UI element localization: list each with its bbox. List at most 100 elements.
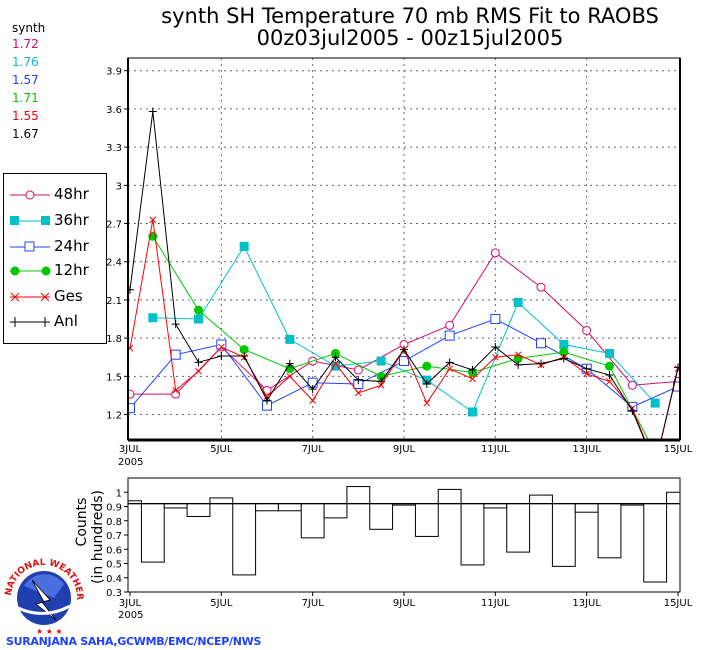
data-point-12hr <box>651 448 660 457</box>
count-bar <box>437 488 462 505</box>
top-series <box>128 107 680 469</box>
data-point-anl <box>217 351 226 360</box>
data-point-ges <box>354 389 362 397</box>
data-point-anl <box>605 371 614 380</box>
y-tick-label: 1.8 <box>106 334 122 345</box>
y-tick-label: 3.9 <box>106 67 122 78</box>
data-point-24hr <box>536 338 546 349</box>
data-point-36hr <box>605 348 614 358</box>
data-point-48hr <box>128 389 135 399</box>
data-point-36hr <box>239 241 249 251</box>
data-point-36hr <box>331 361 340 371</box>
x-tick-label: 3JUL <box>119 598 142 609</box>
data-point-12hr <box>239 345 249 355</box>
data-point-ges <box>332 360 339 367</box>
data-point-anl <box>171 320 180 329</box>
data-point-36hr <box>194 314 203 324</box>
data-point-24hr <box>128 403 135 414</box>
data-point-anl <box>651 461 659 469</box>
count-bar <box>163 503 188 509</box>
series-line-36hr <box>152 245 656 413</box>
x-tick-label: 11JUL <box>481 444 510 455</box>
data-point-anl <box>674 363 680 372</box>
data-point-anl <box>377 377 386 386</box>
data-point-anl <box>400 345 408 354</box>
legend-item-48hr: 48hr <box>8 184 104 206</box>
data-point-anl <box>559 354 568 363</box>
nws-logo: NATIONAL WEATHER SERVICE ★ ★ ★ <box>4 558 84 637</box>
data-point-12hr <box>605 361 614 371</box>
data-point-anl <box>468 365 477 374</box>
data-point-36hr <box>148 313 158 323</box>
series-line-12hr <box>152 236 650 440</box>
y-tick-label: 0.7 <box>106 531 122 542</box>
data-point-ges <box>469 375 476 383</box>
data-point-ges <box>652 462 658 468</box>
data-point-48hr <box>171 389 181 399</box>
legend-label: 36hr <box>54 211 89 229</box>
data-point-anl <box>194 358 203 367</box>
y-tick-label: 0.8 <box>106 517 122 528</box>
y-axis-label-2: (in hundreds) <box>90 490 106 584</box>
x-tick-label: 7JUL <box>302 444 325 455</box>
credit-text: SURANJANA SAHA,GCWMB/EMC/NCEP/NWS <box>6 635 262 648</box>
data-point-ges <box>172 386 180 394</box>
y-tick-label: 1.5 <box>106 372 122 383</box>
open-circle-marker-icon <box>10 190 50 200</box>
data-point-anl <box>445 358 454 367</box>
chart-title: synth SH Temperature 70 mb RMS Fit to RA… <box>161 4 659 28</box>
data-point-36hr <box>376 356 386 366</box>
count-bar <box>255 503 279 512</box>
data-point-24hr <box>216 339 227 350</box>
filled-circle-marker-icon <box>10 266 51 276</box>
x-tick-label: 5JUL <box>210 444 233 455</box>
count-bar <box>323 503 348 519</box>
data-point-ges <box>491 353 499 361</box>
count-bar <box>300 503 325 539</box>
svg-text:★ ★ ★: ★ ★ ★ <box>36 627 63 636</box>
count-bar <box>506 503 531 553</box>
data-point-36hr <box>285 334 295 344</box>
data-point-anl <box>308 385 317 394</box>
bar-plot-frame <box>127 477 681 593</box>
y-tick-label: 0.3 <box>106 588 122 599</box>
x-tick-label: 7JUL <box>302 598 325 609</box>
x-sub-label: 2005 <box>118 457 143 468</box>
count-bar <box>529 494 553 505</box>
stat-12hr: 1.71 <box>12 91 39 105</box>
y-tick-label: 0.6 <box>106 545 122 556</box>
y-tick-label: 0.5 <box>106 560 122 571</box>
count-bar <box>369 503 394 530</box>
plus-marker-icon <box>10 317 50 327</box>
data-point-24hr <box>170 349 181 360</box>
series-anl <box>128 107 680 469</box>
data-point-12hr <box>422 361 432 371</box>
legend: 48hr 36hr 24hr 12hr Ges Anl <box>3 173 107 344</box>
y-tick-label: 3.6 <box>106 105 122 116</box>
data-point-anl <box>128 285 134 294</box>
count-bar <box>277 503 302 512</box>
data-point-anl <box>354 376 363 385</box>
y-tick-label: 3.3 <box>106 143 122 154</box>
legend-label: Ges <box>54 287 83 305</box>
x-tick-label: 5JUL <box>210 598 233 609</box>
top-grid <box>128 58 680 440</box>
data-point-anl <box>582 364 591 373</box>
data-point-ges <box>309 397 317 404</box>
legend-item-ges: Ges <box>8 286 104 308</box>
data-point-ges <box>195 367 202 375</box>
data-point-anl <box>148 107 157 116</box>
data-point-ges <box>606 378 613 385</box>
x-tick-label: 9JUL <box>393 598 416 609</box>
y-tick-label: 0.9 <box>106 503 122 514</box>
y-tick-label: 1.2 <box>106 411 122 422</box>
x-tick-label: 9JUL <box>393 444 416 455</box>
data-point-36hr <box>559 340 569 349</box>
data-point-ges <box>128 344 134 352</box>
data-point-anl <box>628 406 637 415</box>
count-bar <box>460 503 485 566</box>
count-bar <box>483 503 508 509</box>
data-point-ges <box>149 216 157 224</box>
data-point-48hr <box>490 248 500 258</box>
